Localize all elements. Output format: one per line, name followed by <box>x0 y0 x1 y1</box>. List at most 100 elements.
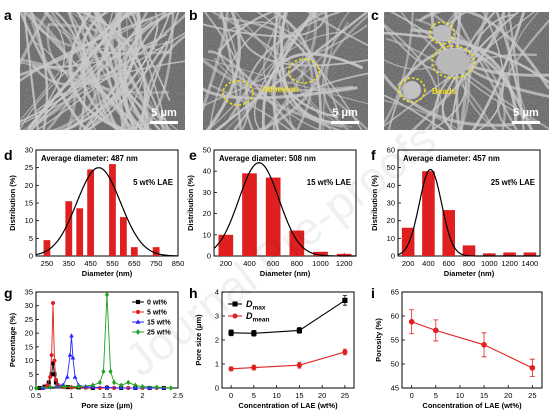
sem-fiber <box>205 12 241 130</box>
x-tick-label: 850 <box>172 259 185 268</box>
sample-label: 15 wt% LAE <box>307 178 351 187</box>
sem-fiber <box>61 40 168 130</box>
x-tick-label: 0.5 <box>31 391 41 400</box>
x-tick-label: 350 <box>63 259 76 268</box>
data-point <box>296 362 302 368</box>
x-tick-label: 25 <box>528 391 536 400</box>
sem-fiber <box>214 12 368 130</box>
sample-label: 25 wt% LAE <box>491 178 535 187</box>
data-point <box>108 368 113 375</box>
data-point <box>51 300 56 305</box>
sem-fiber <box>384 96 484 130</box>
y-tick-label: 25 <box>25 315 33 324</box>
legend-entry-subscript: mean <box>253 317 270 324</box>
legend-marker <box>135 319 141 324</box>
legend-entry: 25 wt% <box>147 330 172 337</box>
y-tick-label: 30 <box>25 301 33 310</box>
data-point <box>251 330 257 336</box>
legend-marker <box>232 301 238 307</box>
x-tick-label: 1000 <box>312 259 329 268</box>
y-axis-label: Distribution (%) <box>8 175 17 231</box>
sem-fiber <box>203 12 230 130</box>
histogram-bar <box>87 169 95 256</box>
histogram-panel-f: 200 400 600 800 1000 1200 1400 0 10 20 30 40 50 60 Dia… <box>370 146 541 278</box>
x-tick-label: 400 <box>243 259 256 268</box>
x-axis-label: Concentration of LAE (wt%) <box>238 401 338 410</box>
sem-fiber <box>497 19 549 130</box>
series-line <box>35 294 171 389</box>
x-tick-label: 800 <box>463 259 476 268</box>
legend-entry-symbol: D <box>246 299 253 309</box>
data-point <box>69 333 74 338</box>
y-tick-label: 20 <box>387 216 395 225</box>
sem-fiber <box>471 12 526 130</box>
data-point <box>104 384 110 390</box>
y-tick-label: 50 <box>203 146 211 155</box>
x-tick-label: 20 <box>318 391 326 400</box>
x-tick-label: 25 <box>341 391 349 400</box>
sem-fiber <box>301 12 353 128</box>
y-tick-label: 45 <box>391 384 399 393</box>
data-point <box>296 327 302 334</box>
sem-panel-a: a 5 μm <box>4 7 185 130</box>
sem-fiber <box>322 12 351 130</box>
legend-entry: 5 wt% <box>147 310 168 317</box>
y-tick-label: 55 <box>391 336 399 345</box>
sem-fiber <box>143 22 185 130</box>
y-tick-label: 30 <box>387 199 395 208</box>
bead-circle-2 <box>431 45 475 79</box>
histogram-panel-d: 250 350 450 550 650 750 850 0 5 10 15 20 25 30 Diamete… <box>8 146 184 279</box>
histogram-bar <box>119 217 127 256</box>
data-point <box>64 374 70 379</box>
x-axis-label: Diameter (nm) <box>260 269 311 278</box>
y-tick-label: 10 <box>25 356 33 365</box>
panel-letter-i: i <box>371 285 375 301</box>
histogram-bar <box>218 234 234 256</box>
y-tick-label: 10 <box>387 234 395 243</box>
sem-fiber <box>203 49 368 106</box>
x-axis-label: Diameter (nm) <box>82 269 133 278</box>
y-tick-label: 0 <box>215 384 219 393</box>
y-tick-label: 50 <box>391 360 399 369</box>
average-diameter-label: Average diameter: 457 nm <box>403 154 500 163</box>
legend-entry-subscript: max <box>253 305 266 312</box>
histogram-bar <box>76 208 84 256</box>
y-tick-label: 30 <box>203 188 211 197</box>
legend-entry: Dmean <box>246 311 270 324</box>
y-tick-label: 65 <box>391 288 399 297</box>
y-tick-label: 0 <box>29 384 33 393</box>
scale-bar-label-a: 5 μm <box>151 107 177 119</box>
y-tick-label: 2 <box>215 336 219 345</box>
scale-bar-c <box>512 121 540 124</box>
panel-letter-h: h <box>189 285 198 301</box>
data-point <box>408 318 415 325</box>
y-tick-label: 20 <box>203 209 211 218</box>
x-tick-label: 15 <box>295 391 303 400</box>
sem-fiber <box>279 12 342 130</box>
data-point <box>168 385 173 391</box>
data-point <box>76 383 81 390</box>
histogram-bar <box>503 252 516 256</box>
sem-panel-c: c Beads 5 μm <box>371 7 549 130</box>
y-axis-label: Percentage (%) <box>8 312 17 367</box>
legend-entry: 0 wt% <box>147 300 168 307</box>
series-line <box>411 321 533 369</box>
y-tick-label: 5 <box>29 370 33 379</box>
data-point <box>97 379 102 386</box>
panel-letter-e: e <box>189 147 197 163</box>
histogram-bar <box>523 252 537 256</box>
sem-fiber <box>272 12 329 130</box>
histogram-panel-e: 200 400 600 800 1000 1200 0 10 20 30 40 50 Diameter … <box>186 146 357 278</box>
sem-fibers-a <box>20 12 185 130</box>
panel-letter-g: g <box>4 285 13 301</box>
histogram-bar <box>130 247 138 256</box>
sem-fiber <box>388 12 468 130</box>
average-diameter-label: Average diameter: 487 nm <box>41 154 138 163</box>
histogram-bar <box>65 201 73 256</box>
data-point <box>154 384 159 390</box>
sem-fiber <box>209 12 285 130</box>
sem-fiber <box>208 83 329 130</box>
adhesion-circle-1 <box>222 80 254 106</box>
histogram-bar <box>109 164 116 256</box>
data-point <box>133 382 138 388</box>
